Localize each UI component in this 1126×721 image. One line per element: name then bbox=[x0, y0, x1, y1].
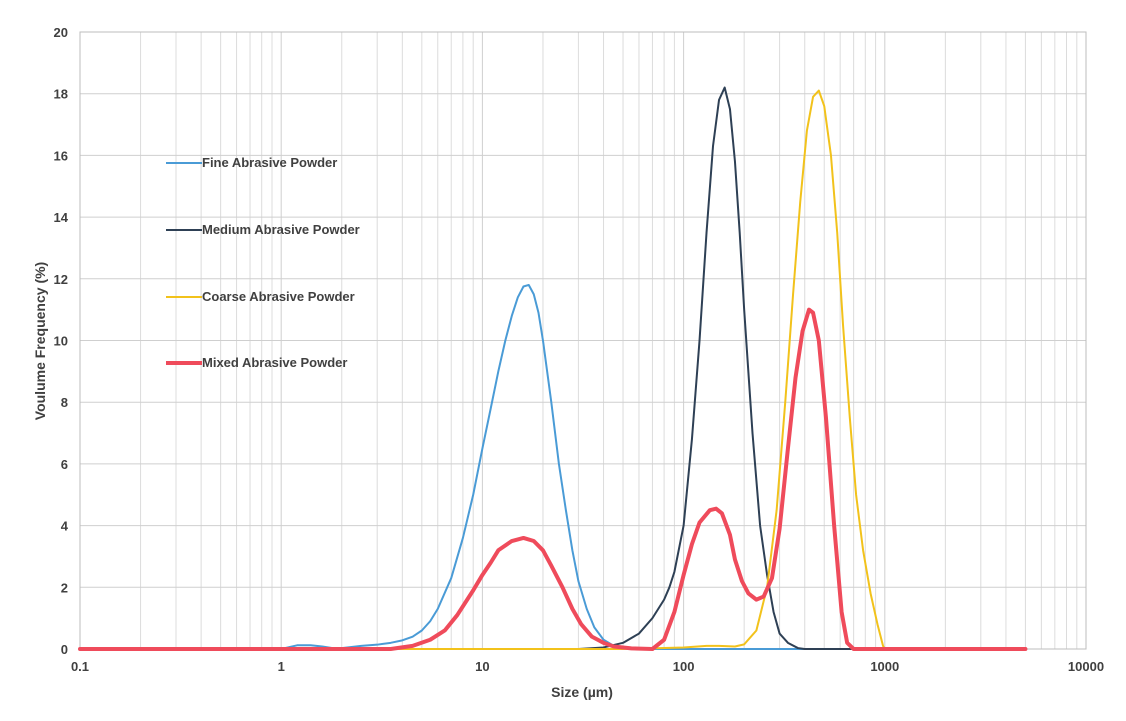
x-tick-label: 10000 bbox=[1068, 659, 1104, 674]
y-tick-label: 12 bbox=[54, 272, 68, 287]
y-tick-label: 10 bbox=[54, 334, 68, 349]
legend-label-2: Medium Abrasive Powder bbox=[202, 222, 360, 237]
series-lines bbox=[78, 86, 1028, 651]
x-axis-title: Size (µm) bbox=[551, 684, 613, 700]
x-tick-label: 1000 bbox=[870, 659, 899, 674]
y-tick-label: 16 bbox=[54, 148, 68, 163]
legend: Fine Abrasive Powder Medium Abrasive Powd… bbox=[166, 155, 360, 370]
x-tick-label: 10 bbox=[475, 659, 489, 674]
y-axis-title: Voulume Frequency (%) bbox=[32, 262, 48, 420]
x-tick-label: 100 bbox=[673, 659, 695, 674]
y-tick-label: 18 bbox=[54, 87, 68, 102]
legend-label-3: Coarse Abrasive Powder bbox=[202, 289, 355, 304]
y-tick-label: 8 bbox=[61, 395, 68, 410]
y-tick-label: 2 bbox=[61, 580, 68, 595]
y-tick-label: 20 bbox=[54, 25, 68, 40]
grid bbox=[79, 31, 1087, 650]
y-tick-label: 0 bbox=[61, 642, 68, 657]
series-line-4 bbox=[78, 307, 1028, 651]
series-line-3 bbox=[79, 89, 886, 650]
legend-label-4: Mixed Abrasive Powder bbox=[202, 355, 347, 370]
y-tick-label: 6 bbox=[61, 457, 68, 472]
y-tick-label: 4 bbox=[61, 519, 69, 534]
legend-label-1: Fine Abrasive Powder bbox=[202, 155, 337, 170]
x-tick-label: 1 bbox=[278, 659, 285, 674]
x-tick-label: 0.1 bbox=[71, 659, 89, 674]
y-tick-label: 14 bbox=[54, 210, 69, 225]
series-line-1 bbox=[79, 283, 886, 650]
series-line-2 bbox=[79, 86, 1027, 650]
